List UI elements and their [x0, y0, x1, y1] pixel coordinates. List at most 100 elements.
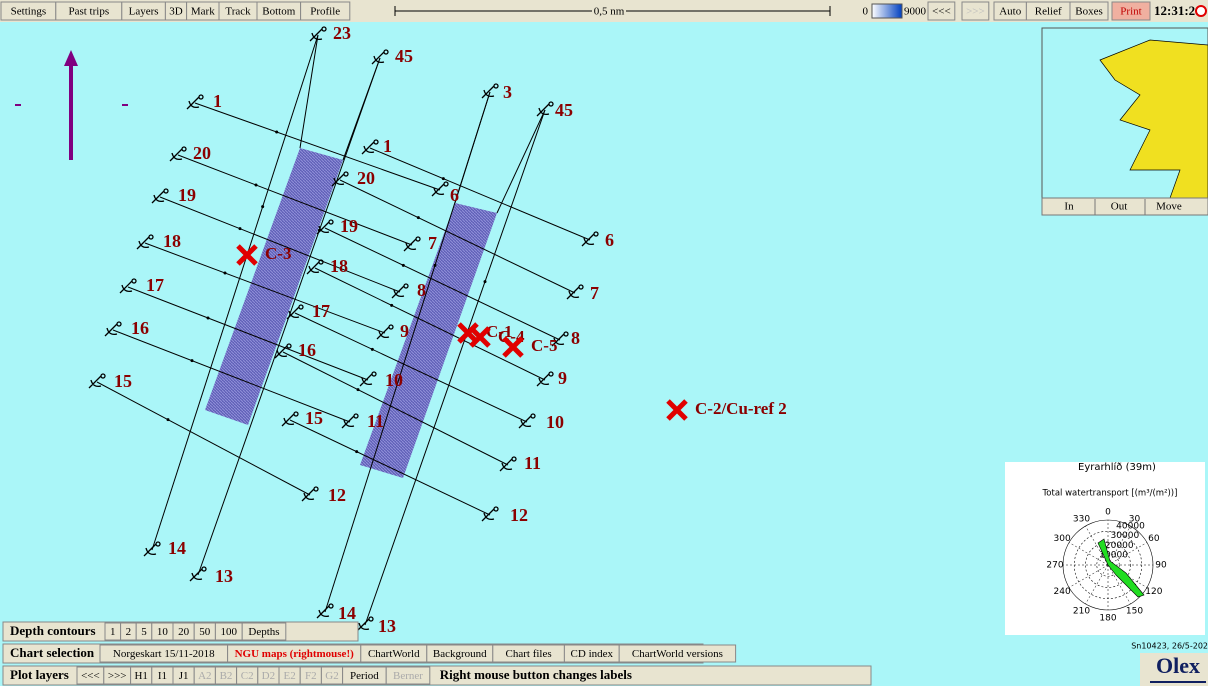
anchor-icon — [301, 486, 319, 502]
rose-spoke — [1107, 564, 1131, 605]
rose-angle: 150 — [1126, 606, 1143, 616]
anchor-line — [177, 154, 413, 246]
rose-subtitle: Total watertransport [(m³/(m²))] — [1042, 489, 1178, 499]
line-mark — [190, 359, 194, 363]
rose-angle: 180 — [1099, 614, 1116, 624]
rose-angle: 60 — [1148, 534, 1160, 544]
anchor-label: 9 — [558, 368, 567, 388]
button-label: Bottom — [262, 6, 295, 18]
anchor-icon — [136, 234, 154, 250]
anchor-icon — [566, 284, 584, 300]
anchor-label: 18 — [330, 256, 348, 276]
line-mark — [416, 216, 420, 220]
button-label: Mark — [191, 6, 215, 18]
rose-spoke — [1068, 564, 1109, 588]
anchor-label: 20 — [357, 168, 375, 188]
button[interactable] — [1069, 1, 1109, 21]
serial: Sn10423, 26/5-202 — [1131, 642, 1208, 651]
line-mark — [356, 388, 360, 392]
button-label: Depths — [248, 626, 279, 638]
button-label: Berner — [393, 670, 423, 682]
anchor-label: 17 — [146, 275, 164, 295]
button[interactable] — [300, 1, 351, 21]
button-label: 1 — [110, 626, 116, 638]
button-label: B2 — [220, 670, 233, 682]
north-arrow-head — [64, 50, 78, 66]
anchor-line — [127, 286, 369, 381]
button-label: Auto — [999, 6, 1022, 18]
button[interactable] — [618, 644, 737, 663]
anchor-line — [364, 109, 546, 626]
rose-petal — [1097, 538, 1145, 598]
scale-label: 0,5 nm — [594, 6, 625, 18]
anchor-label: 10 — [385, 370, 403, 390]
anchor-icon — [169, 146, 187, 162]
marker — [457, 322, 479, 344]
anchor-line — [96, 381, 311, 496]
panel-label: Depth contours — [10, 623, 96, 638]
anchor-icon — [359, 371, 377, 387]
button-label: NGU maps (rightmouse!) — [235, 648, 354, 660]
anchor-line — [314, 267, 546, 381]
minimap-bar — [1041, 197, 1208, 216]
line-mark — [370, 347, 374, 351]
rose-ring-label: 10000 — [1099, 551, 1128, 561]
rose-angle: 240 — [1054, 587, 1071, 597]
line-mark — [206, 316, 210, 320]
anchor-icon — [281, 411, 299, 427]
button[interactable] — [241, 622, 287, 641]
rose-plot: Eyrarhlíð (39m) Total watertransport [(m³… — [1042, 461, 1178, 624]
anchor-line — [151, 34, 319, 551]
anchor-line — [496, 109, 546, 214]
minimap-button[interactable]: In — [1064, 201, 1074, 213]
marker — [502, 336, 524, 358]
minimap-button[interactable]: Out — [1111, 201, 1128, 213]
line-mark — [390, 303, 394, 307]
marker-label: C-3 — [265, 244, 291, 263]
panel-label: Chart selection — [10, 645, 95, 660]
anchor-line — [294, 312, 528, 423]
depth-scale — [871, 3, 903, 19]
button-label: ChartWorld — [368, 648, 420, 660]
anchor-line — [342, 57, 381, 161]
rose-angle: 330 — [1073, 515, 1090, 525]
anchor-icon — [403, 236, 421, 252]
line-mark — [261, 205, 265, 209]
anchor-icon — [551, 331, 569, 347]
anchor-icon — [581, 231, 599, 247]
rose-angle: 30 — [1129, 515, 1141, 525]
button[interactable] — [1111, 1, 1151, 21]
anchor-label: 12 — [510, 505, 528, 525]
anchor-icon — [274, 343, 292, 359]
anchor-label: 12 — [328, 485, 346, 505]
anchor-icon — [119, 278, 137, 294]
logo-bg — [1140, 653, 1208, 686]
anchor-icon — [151, 188, 169, 204]
button-label: >>> — [108, 670, 127, 682]
anchor-label: 13 — [215, 566, 233, 586]
minimap-button[interactable]: Move — [1156, 201, 1182, 213]
button[interactable] — [961, 1, 990, 21]
button-label: 10 — [157, 626, 169, 638]
anchor-label: 15 — [114, 371, 132, 391]
button[interactable] — [385, 666, 431, 685]
button-label: 2 — [126, 626, 132, 638]
button-label: I1 — [158, 670, 167, 682]
rose-spoke — [1085, 564, 1109, 605]
rose-angle: 300 — [1054, 534, 1071, 544]
button-label: C2 — [241, 670, 254, 682]
clock-icon — [1195, 5, 1207, 17]
rose-spoke — [1107, 564, 1148, 588]
anchor-label: 19 — [340, 216, 358, 236]
anchor-line — [339, 179, 576, 294]
rose-ring — [1085, 542, 1131, 588]
button-label: G2 — [325, 670, 338, 682]
anchor-icon — [316, 219, 334, 235]
button-label: Period — [350, 670, 379, 682]
button-label: Print — [1120, 6, 1141, 18]
anchor-icon — [481, 83, 499, 99]
button[interactable] — [927, 1, 956, 21]
anchor-icon — [309, 26, 327, 42]
logo: Olex — [1156, 653, 1200, 678]
